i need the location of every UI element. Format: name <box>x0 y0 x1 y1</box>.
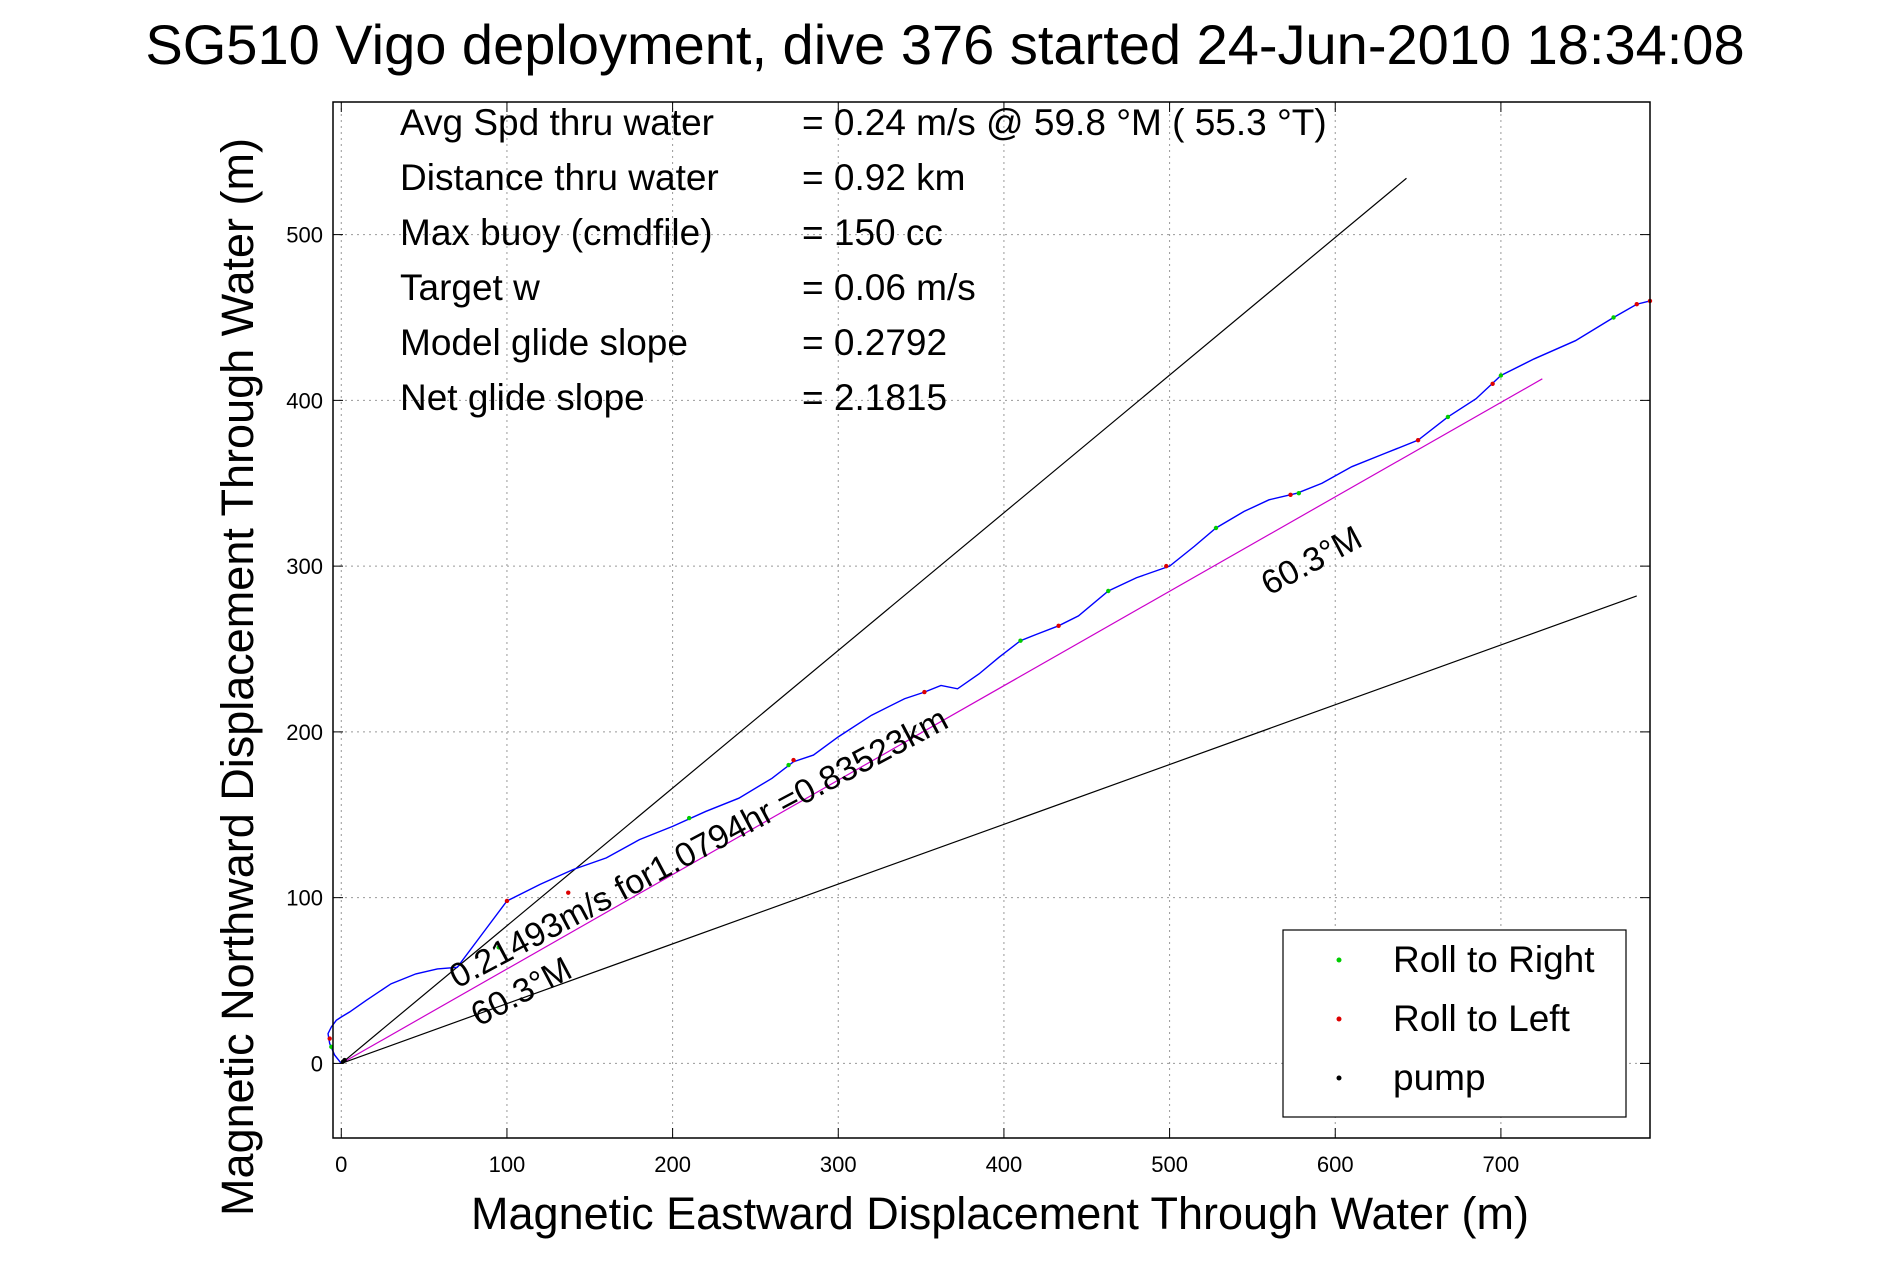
info-value-5: = 2.1815 <box>802 377 947 418</box>
series-1-point-5 <box>1106 588 1111 594</box>
x-axis-label: Magnetic Eastward Displacement Through W… <box>471 1188 1529 1239</box>
series-2-point-5 <box>1056 623 1061 629</box>
series-2-point-9 <box>1490 381 1495 386</box>
legend: Roll to Right Roll to Left pump <box>1282 929 1627 1118</box>
info-label-4: Model glide slope <box>400 322 688 363</box>
tick-layer: 0 100 200 300 400 500 600 700 0 100 200 300 400 500 <box>286 102 1650 1177</box>
series-1-point-9 <box>1498 373 1504 378</box>
info-value-3: = 0.06 m/s <box>802 267 976 308</box>
series-1-point-4 <box>1018 638 1023 643</box>
x-tick-label-0: 0 <box>335 1152 347 1177</box>
legend-marker-0 <box>1336 957 1342 963</box>
y-tick-label-5: 500 <box>286 223 323 248</box>
legend-marker-1 <box>1336 1016 1342 1022</box>
x-tick-label-7: 700 <box>1483 1152 1520 1177</box>
info-panel: Avg Spd thru water = 0.24 m/s @ 59.8 °M (… <box>400 102 1327 418</box>
y-tick-label-3: 300 <box>286 554 323 579</box>
annotation-0: 0.21493m/s for1.0794hr =0.83523km <box>443 700 954 996</box>
series-2-point-7 <box>1288 492 1293 498</box>
x-tick-label-3: 300 <box>820 1152 857 1177</box>
series-2-point-4 <box>922 689 927 695</box>
reference-lines <box>340 177 1637 1064</box>
series-1-point-8 <box>1445 414 1451 420</box>
series-2-point-8 <box>1415 437 1421 443</box>
info-label-3: Target w <box>400 267 540 308</box>
x-tick-label-4: 400 <box>986 1152 1023 1177</box>
legend-label-0: Roll to Right <box>1393 939 1595 980</box>
series-1-point-7 <box>1296 490 1302 496</box>
series-2-point-10 <box>1634 302 1639 307</box>
info-label-2: Max buoy (cmdfile) <box>400 212 713 253</box>
y-tick-label-4: 400 <box>286 388 323 413</box>
y-tick-label-2: 200 <box>286 720 323 745</box>
annotation-2: 60.3°M <box>1255 519 1368 603</box>
y-tick-label-1: 100 <box>286 886 323 911</box>
x-tick-label-5: 500 <box>1151 1152 1188 1177</box>
info-label-1: Distance thru water <box>400 157 719 198</box>
info-value-4: = 0.2792 <box>802 322 947 363</box>
info-label-5: Net glide slope <box>400 377 645 418</box>
lower-bound-line <box>341 595 1637 1064</box>
series-2-point-2 <box>566 890 571 895</box>
x-tick-label-6: 600 <box>1317 1152 1354 1177</box>
series-layer <box>327 298 1653 1064</box>
series-2-point-0 <box>327 1036 332 1041</box>
series-1-point-3 <box>786 762 791 768</box>
series-3-point-1 <box>342 1057 347 1063</box>
series-1-point-2 <box>686 815 692 821</box>
info-label-0: Avg Spd thru water <box>400 102 714 143</box>
series-1-point-1 <box>496 945 501 950</box>
y-tick-label-0: 0 <box>311 1051 323 1076</box>
series-1-point-6 <box>1213 525 1219 531</box>
series-2-point-3 <box>791 757 796 763</box>
grid-layer <box>333 102 1650 1138</box>
net-track-line <box>340 378 1543 1064</box>
legend-label-2: pump <box>1393 1057 1486 1098</box>
y-axis-label: Magnetic Northward Displacement Through … <box>212 138 263 1216</box>
legend-label-1: Roll to Left <box>1393 998 1571 1039</box>
series-2-point-1 <box>504 898 510 904</box>
info-value-2: = 150 cc <box>802 212 943 253</box>
plot-frame <box>332 101 1651 1139</box>
info-value-0: = 0.24 m/s @ 59.8 °M ( 55.3 °T) <box>802 102 1327 143</box>
series-2-point-6 <box>1164 563 1169 569</box>
info-value-1: = 0.92 km <box>802 157 966 198</box>
legend-marker-2 <box>1336 1075 1342 1081</box>
series-1-point-10 <box>1611 315 1616 320</box>
x-tick-label-1: 100 <box>489 1152 526 1177</box>
upper-bound-line <box>340 177 1407 1064</box>
x-tick-label-2: 200 <box>654 1152 691 1177</box>
chart-title: SG510 Vigo deployment, dive 376 started … <box>145 13 1744 76</box>
annotations: 0.21493m/s for1.0794hr =0.83523km60.3°M6… <box>443 519 1368 1034</box>
